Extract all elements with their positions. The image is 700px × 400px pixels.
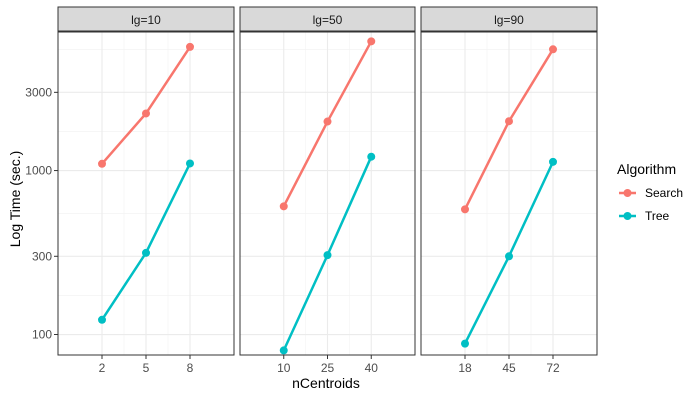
data-point-search — [323, 117, 332, 126]
legend-entry-tree: Tree — [619, 209, 670, 223]
facet-strip — [239, 6, 416, 32]
y-tick-label: 300 — [32, 249, 52, 263]
y-tick-label: 3000 — [25, 85, 52, 99]
data-point-tree — [505, 252, 513, 261]
facet-panel-1: lg=10 2 5 8 100 300 1000 3000 — [25, 6, 235, 375]
legend-label-search: Search — [645, 186, 683, 200]
x-tick-label: 5 — [143, 361, 150, 375]
legend-key-point-tree — [623, 212, 632, 220]
data-point-tree — [186, 159, 194, 168]
data-point-search — [186, 42, 194, 51]
x-tick-label: 72 — [546, 361, 560, 375]
legend-entry-search: Search — [619, 186, 683, 200]
x-tick-label: 8 — [187, 361, 194, 375]
y-tick-label: 100 — [32, 328, 52, 342]
data-point-tree — [142, 248, 150, 257]
data-point-search — [98, 159, 106, 168]
data-point-search — [549, 45, 557, 54]
data-point-tree — [323, 251, 332, 260]
facet-strip-label: lg=90 — [494, 13, 524, 27]
legend: Algorithm Search Tree — [617, 161, 683, 223]
data-point-search — [461, 205, 469, 214]
facet-panel-3: lg=90 18 45 72 — [420, 6, 598, 375]
facet-strip-label: lg=50 — [313, 13, 343, 27]
data-point-tree — [98, 315, 106, 324]
data-point-search — [367, 37, 376, 46]
data-point-search — [142, 109, 150, 118]
data-point-tree — [461, 339, 469, 348]
x-tick-label: 10 — [277, 361, 291, 375]
x-tick-label: 45 — [502, 361, 516, 375]
data-point-tree — [367, 152, 376, 161]
legend-title: Algorithm — [617, 161, 676, 177]
y-tick-label: 1000 — [25, 164, 52, 178]
facet-panel-2: lg=50 10 25 40 — [239, 6, 416, 375]
data-point-tree — [279, 346, 288, 355]
y-axis-title: Log Time (sec.) — [7, 151, 23, 247]
legend-key-point-search — [623, 189, 632, 197]
data-point-search — [505, 117, 513, 126]
x-tick-label: 25 — [321, 361, 335, 375]
facet-strip-label: lg=10 — [131, 13, 161, 27]
x-tick-label: 40 — [365, 361, 379, 375]
x-tick-label: 2 — [99, 361, 106, 375]
legend-label-tree: Tree — [645, 209, 670, 223]
x-axis-title: nCentroids — [292, 375, 360, 391]
data-point-search — [279, 202, 288, 211]
facet-strip — [57, 6, 235, 32]
data-point-tree — [549, 157, 557, 166]
x-tick-label: 18 — [458, 361, 472, 375]
facet-strip — [420, 6, 598, 32]
